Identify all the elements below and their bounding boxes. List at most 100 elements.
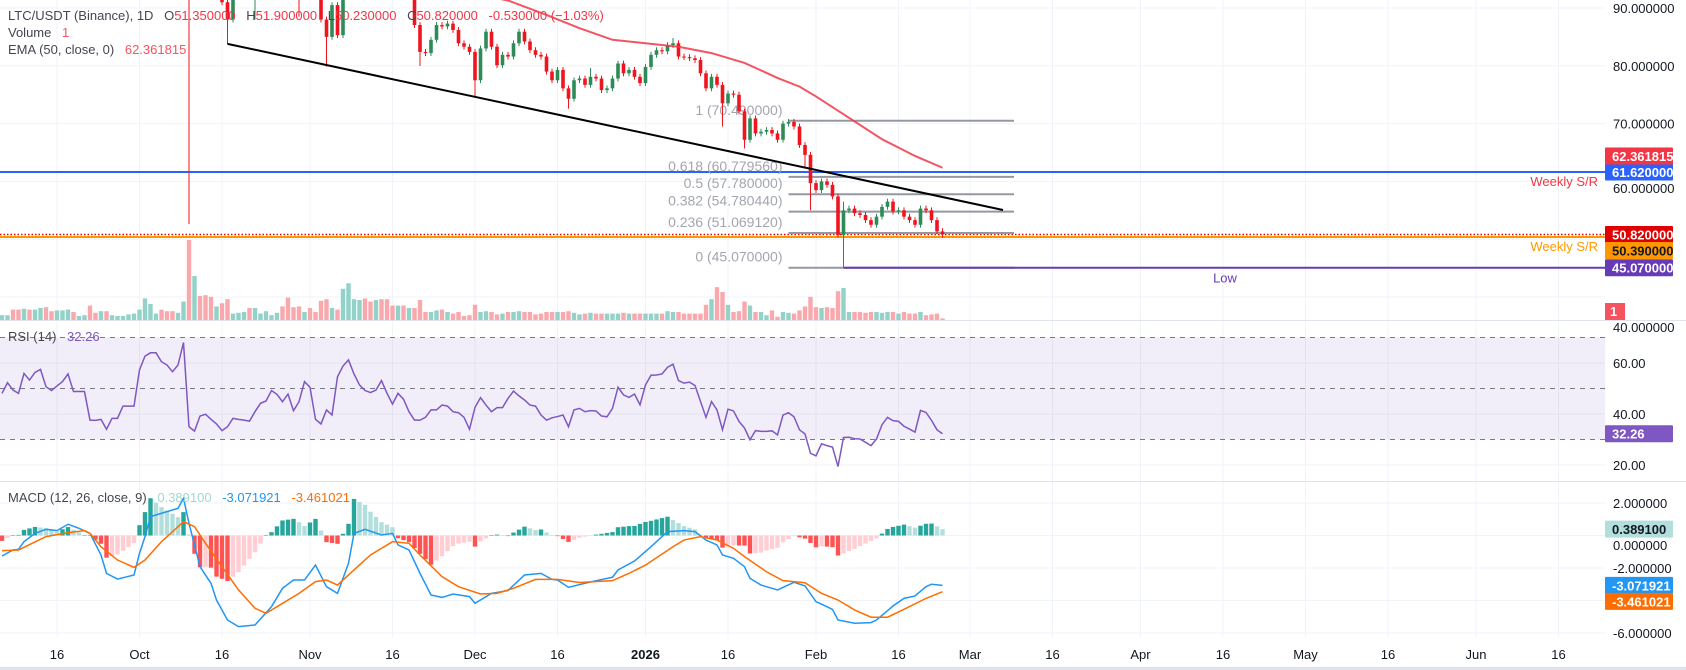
candle[interactable] bbox=[627, 69, 631, 74]
candle[interactable] bbox=[539, 54, 543, 57]
candle[interactable] bbox=[759, 131, 763, 134]
candle[interactable] bbox=[803, 144, 807, 155]
candle[interactable] bbox=[484, 31, 488, 49]
trendline[interactable] bbox=[227, 42, 1004, 211]
candle[interactable] bbox=[429, 39, 433, 54]
rsi-legend[interactable]: RSI (14) 32.26 bbox=[8, 328, 100, 345]
ema-line[interactable] bbox=[459, 0, 943, 169]
candle[interactable] bbox=[335, 5, 340, 36]
candle[interactable] bbox=[456, 29, 461, 44]
candle[interactable] bbox=[896, 210, 901, 212]
candle[interactable] bbox=[704, 73, 708, 89]
candle[interactable] bbox=[572, 80, 576, 99]
candle[interactable] bbox=[676, 43, 681, 57]
candle[interactable] bbox=[929, 210, 934, 221]
macd-legend[interactable]: MACD (12, 26, close, 9) 0.389100 -3.0719… bbox=[8, 489, 350, 506]
candle[interactable] bbox=[682, 56, 686, 58]
candle[interactable] bbox=[594, 76, 598, 79]
candle[interactable] bbox=[880, 206, 884, 217]
candle[interactable] bbox=[902, 210, 906, 217]
candle[interactable] bbox=[792, 121, 796, 127]
candle[interactable] bbox=[478, 48, 483, 81]
candle[interactable] bbox=[533, 50, 538, 55]
candle[interactable] bbox=[797, 126, 802, 145]
candle[interactable] bbox=[462, 43, 466, 47]
rsi-pane[interactable] bbox=[0, 337, 1605, 467]
macd-pane[interactable] bbox=[0, 496, 945, 628]
candle[interactable] bbox=[726, 93, 730, 104]
candle[interactable] bbox=[528, 41, 532, 51]
candle[interactable] bbox=[440, 25, 444, 27]
candle[interactable] bbox=[522, 31, 527, 42]
candle[interactable] bbox=[605, 88, 609, 91]
candle[interactable] bbox=[621, 63, 626, 74]
candle[interactable] bbox=[764, 129, 769, 132]
candle[interactable] bbox=[907, 216, 912, 221]
candle[interactable] bbox=[225, 2, 230, 20]
candle[interactable] bbox=[445, 23, 450, 27]
candle[interactable] bbox=[698, 60, 703, 74]
candle[interactable] bbox=[561, 69, 565, 89]
candle[interactable] bbox=[753, 118, 758, 134]
candle[interactable] bbox=[687, 57, 692, 59]
candle[interactable] bbox=[731, 93, 736, 95]
candle[interactable] bbox=[511, 43, 516, 57]
candle[interactable] bbox=[742, 111, 747, 140]
candle[interactable] bbox=[654, 50, 659, 55]
candle[interactable] bbox=[330, 5, 334, 37]
candle[interactable] bbox=[715, 76, 719, 85]
candle[interactable] bbox=[324, 19, 329, 37]
candle[interactable] bbox=[665, 44, 670, 52]
candle[interactable] bbox=[550, 71, 554, 81]
candle[interactable] bbox=[781, 123, 785, 140]
candle[interactable] bbox=[863, 214, 868, 221]
ema-legend[interactable]: EMA (50, close, 0) 62.361815 bbox=[8, 41, 604, 58]
candle[interactable] bbox=[500, 54, 505, 66]
candle[interactable] bbox=[913, 220, 917, 225]
candle[interactable] bbox=[473, 51, 477, 81]
candle[interactable] bbox=[231, 0, 235, 20]
candle[interactable] bbox=[467, 46, 472, 52]
candle[interactable] bbox=[830, 184, 835, 197]
candle[interactable] bbox=[918, 208, 923, 225]
candle[interactable] bbox=[847, 208, 851, 211]
candle[interactable] bbox=[423, 51, 428, 54]
candle[interactable] bbox=[737, 94, 741, 112]
candle[interactable] bbox=[577, 78, 582, 81]
candle[interactable] bbox=[649, 54, 653, 67]
candle[interactable] bbox=[775, 133, 780, 140]
candle[interactable] bbox=[319, 0, 323, 20]
candle[interactable] bbox=[671, 43, 675, 45]
candle[interactable] bbox=[940, 231, 945, 235]
candle[interactable] bbox=[495, 46, 499, 66]
axes[interactable]: 61.62000062.36181545.07000050.82000050.3… bbox=[50, 1, 1675, 662]
candle[interactable] bbox=[643, 66, 648, 84]
candle[interactable] bbox=[599, 78, 604, 91]
volume-legend[interactable]: Volume 1 bbox=[8, 24, 604, 41]
candle[interactable] bbox=[489, 31, 494, 47]
candle[interactable] bbox=[924, 208, 928, 211]
candle[interactable] bbox=[506, 54, 510, 57]
candle[interactable] bbox=[935, 220, 939, 232]
candle[interactable] bbox=[874, 216, 879, 225]
candle[interactable] bbox=[693, 58, 697, 61]
candle[interactable] bbox=[616, 63, 620, 79]
candle[interactable] bbox=[434, 25, 439, 40]
candle[interactable] bbox=[220, 0, 224, 3]
candle[interactable] bbox=[748, 118, 752, 140]
candle[interactable] bbox=[544, 56, 549, 72]
candle[interactable] bbox=[632, 69, 637, 77]
candle[interactable] bbox=[451, 23, 455, 30]
candle[interactable] bbox=[638, 76, 642, 84]
macd-line[interactable] bbox=[1, 496, 943, 628]
candle[interactable] bbox=[583, 78, 587, 85]
candle[interactable] bbox=[819, 181, 824, 191]
candle[interactable] bbox=[836, 196, 840, 236]
candle[interactable] bbox=[566, 88, 571, 99]
price-pane[interactable]: 1 (70.490000)0.618 (60.779560)0.5 (57.78… bbox=[0, 0, 1605, 320]
candle[interactable] bbox=[517, 31, 521, 44]
candle[interactable] bbox=[720, 84, 725, 104]
candle[interactable] bbox=[660, 50, 664, 52]
candle[interactable] bbox=[852, 208, 857, 214]
